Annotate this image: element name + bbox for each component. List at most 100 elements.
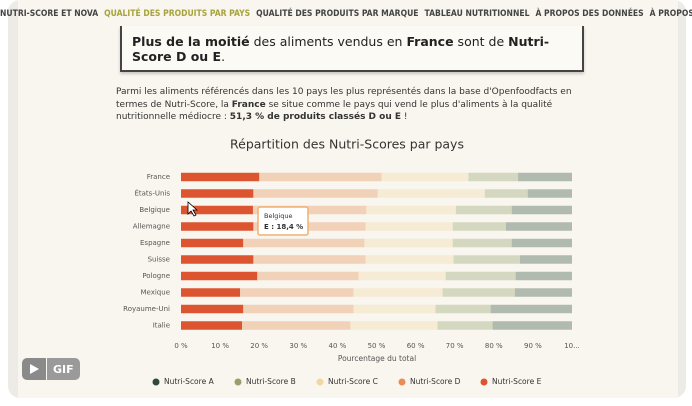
bar-segment [350,321,438,330]
legend-swatch [234,378,242,386]
paragraph: Parmi les aliments référencés dans les 1… [116,86,586,124]
y-tick-label: Allemagne [133,223,170,231]
chart-title: Répartition des Nutri-Scores par pays [230,137,464,152]
bar-segment [181,205,253,215]
nav-item[interactable]: NUTRI-SCORE ET NOVA [0,9,99,19]
paragraph-text: ! [401,112,408,122]
bar-segment [253,189,378,198]
callout-text: Nutri-Score D ou E [132,34,550,64]
y-tick-label: Italie [153,322,170,330]
nav-item[interactable]: À PROPOS DES DONNÉES [535,9,644,19]
bar-segment [505,222,572,231]
bar-segment [181,172,260,182]
legend-swatch [316,378,324,386]
tooltip-title: Belgique [264,212,292,220]
callout-text: des aliments vendus en [249,34,407,49]
bar-segment [181,255,254,264]
y-tick-label: Espagne [140,239,170,247]
callout: Plus de la moitié des aliments vendus en… [120,26,584,72]
nav-item[interactable]: QUALITÉ DES PRODUITS PAR MARQUE [256,9,419,19]
chart: Répartition des Nutri-Scores par pays Po… [123,137,580,387]
bar-segment [484,189,528,198]
bar-segment [511,205,572,215]
legend-swatch [398,378,406,386]
nav-item[interactable]: TABLEAU NUTRITIONNEL [424,9,530,19]
bar-segment [452,222,506,231]
x-tick-label: 90 % [524,342,542,350]
y-tick-label: Mexique [141,289,171,297]
x-axis-label: Pourcentage du total [338,354,416,363]
tooltip: Belgique E : 18,4 % [257,206,309,236]
x-tick-label: 80 % [485,342,503,350]
bar-segment [453,255,520,264]
x-tick-label: 10... [564,342,580,350]
bar-segment [353,288,443,297]
bar-segment [253,222,366,231]
bar-segment [527,189,572,198]
paragraph-text: Parmi les aliments référencés dans les 1… [116,87,572,110]
bar-segment [452,238,512,248]
callout-text: . [221,49,226,64]
bar-segment [437,321,493,330]
cursor [187,201,199,217]
bar-segment [353,304,436,314]
y-tick-label: États-Unis [134,189,170,198]
x-tick-label: 30 % [289,342,307,350]
bar-segment [518,172,572,182]
bar-segment [240,288,354,297]
paragraph-text: 51,3 % de produits classés D ou E [229,112,402,122]
bar-segment [511,238,572,248]
bar-segment [181,238,244,248]
bar-segment [181,321,242,330]
x-tick-label: 60 % [407,342,425,350]
bar-segment [252,205,367,215]
y-tick-label: Belgique [139,206,170,214]
bar-segment [253,255,366,264]
bar-segment [259,172,382,182]
bar-segment [181,222,254,231]
paragraph-text: France [231,99,266,110]
gif-label: GIF [47,358,80,380]
bar-segment [365,255,454,264]
paragraph-text: se situe comme le pays qui vend le plus … [116,99,553,123]
nav-item[interactable]: QUALITÉ DES PRODUITS PAR PAYS [104,9,251,19]
legend-label: Nutri-Score B [246,377,296,386]
bar-segment [241,321,351,330]
bar-segment [445,271,516,281]
y-tick-label: Pologne [142,272,170,280]
play-triangle [30,364,39,374]
bar-segment [435,304,491,314]
play-icon[interactable] [22,358,46,380]
x-tick-label: 20 % [250,342,268,350]
bar-segment [381,172,469,182]
bar-segment [442,288,515,297]
bar-segment [377,189,485,198]
bar-segment [181,304,244,314]
bar-segment [243,238,365,248]
x-tick-label: 70 % [446,342,464,350]
bar-segment [358,271,446,281]
bar-segment [243,304,354,314]
bar-segment [181,189,254,198]
bar-segment [365,222,453,231]
bar-segment [515,271,572,281]
bar-segment [519,255,572,264]
bar-segment [514,288,572,297]
nav-item[interactable]: À PROPOS DE NOUS [649,9,692,19]
callout-text: France [406,34,454,49]
bar-segment [490,304,572,314]
y-tick-label: France [147,173,170,181]
bar-segment [366,205,456,215]
bar-segment [468,172,519,182]
legend-label: Nutri-Score D [410,377,461,386]
bar-segment [492,321,572,330]
legend-swatch [152,378,160,386]
x-tick-label: 10 % [211,342,229,350]
gif-button[interactable]: GIF [22,358,80,380]
callout-text: Plus de la moitié [132,34,250,49]
bar-segment [455,205,512,215]
legend-label: Nutri-Score E [492,377,542,386]
bar-segment [181,288,241,297]
nav-bar: NUTRI-SCORE ET NOVA QUALITÉ DES PRODUITS … [0,9,692,19]
legend-label: Nutri-Score A [164,377,215,386]
